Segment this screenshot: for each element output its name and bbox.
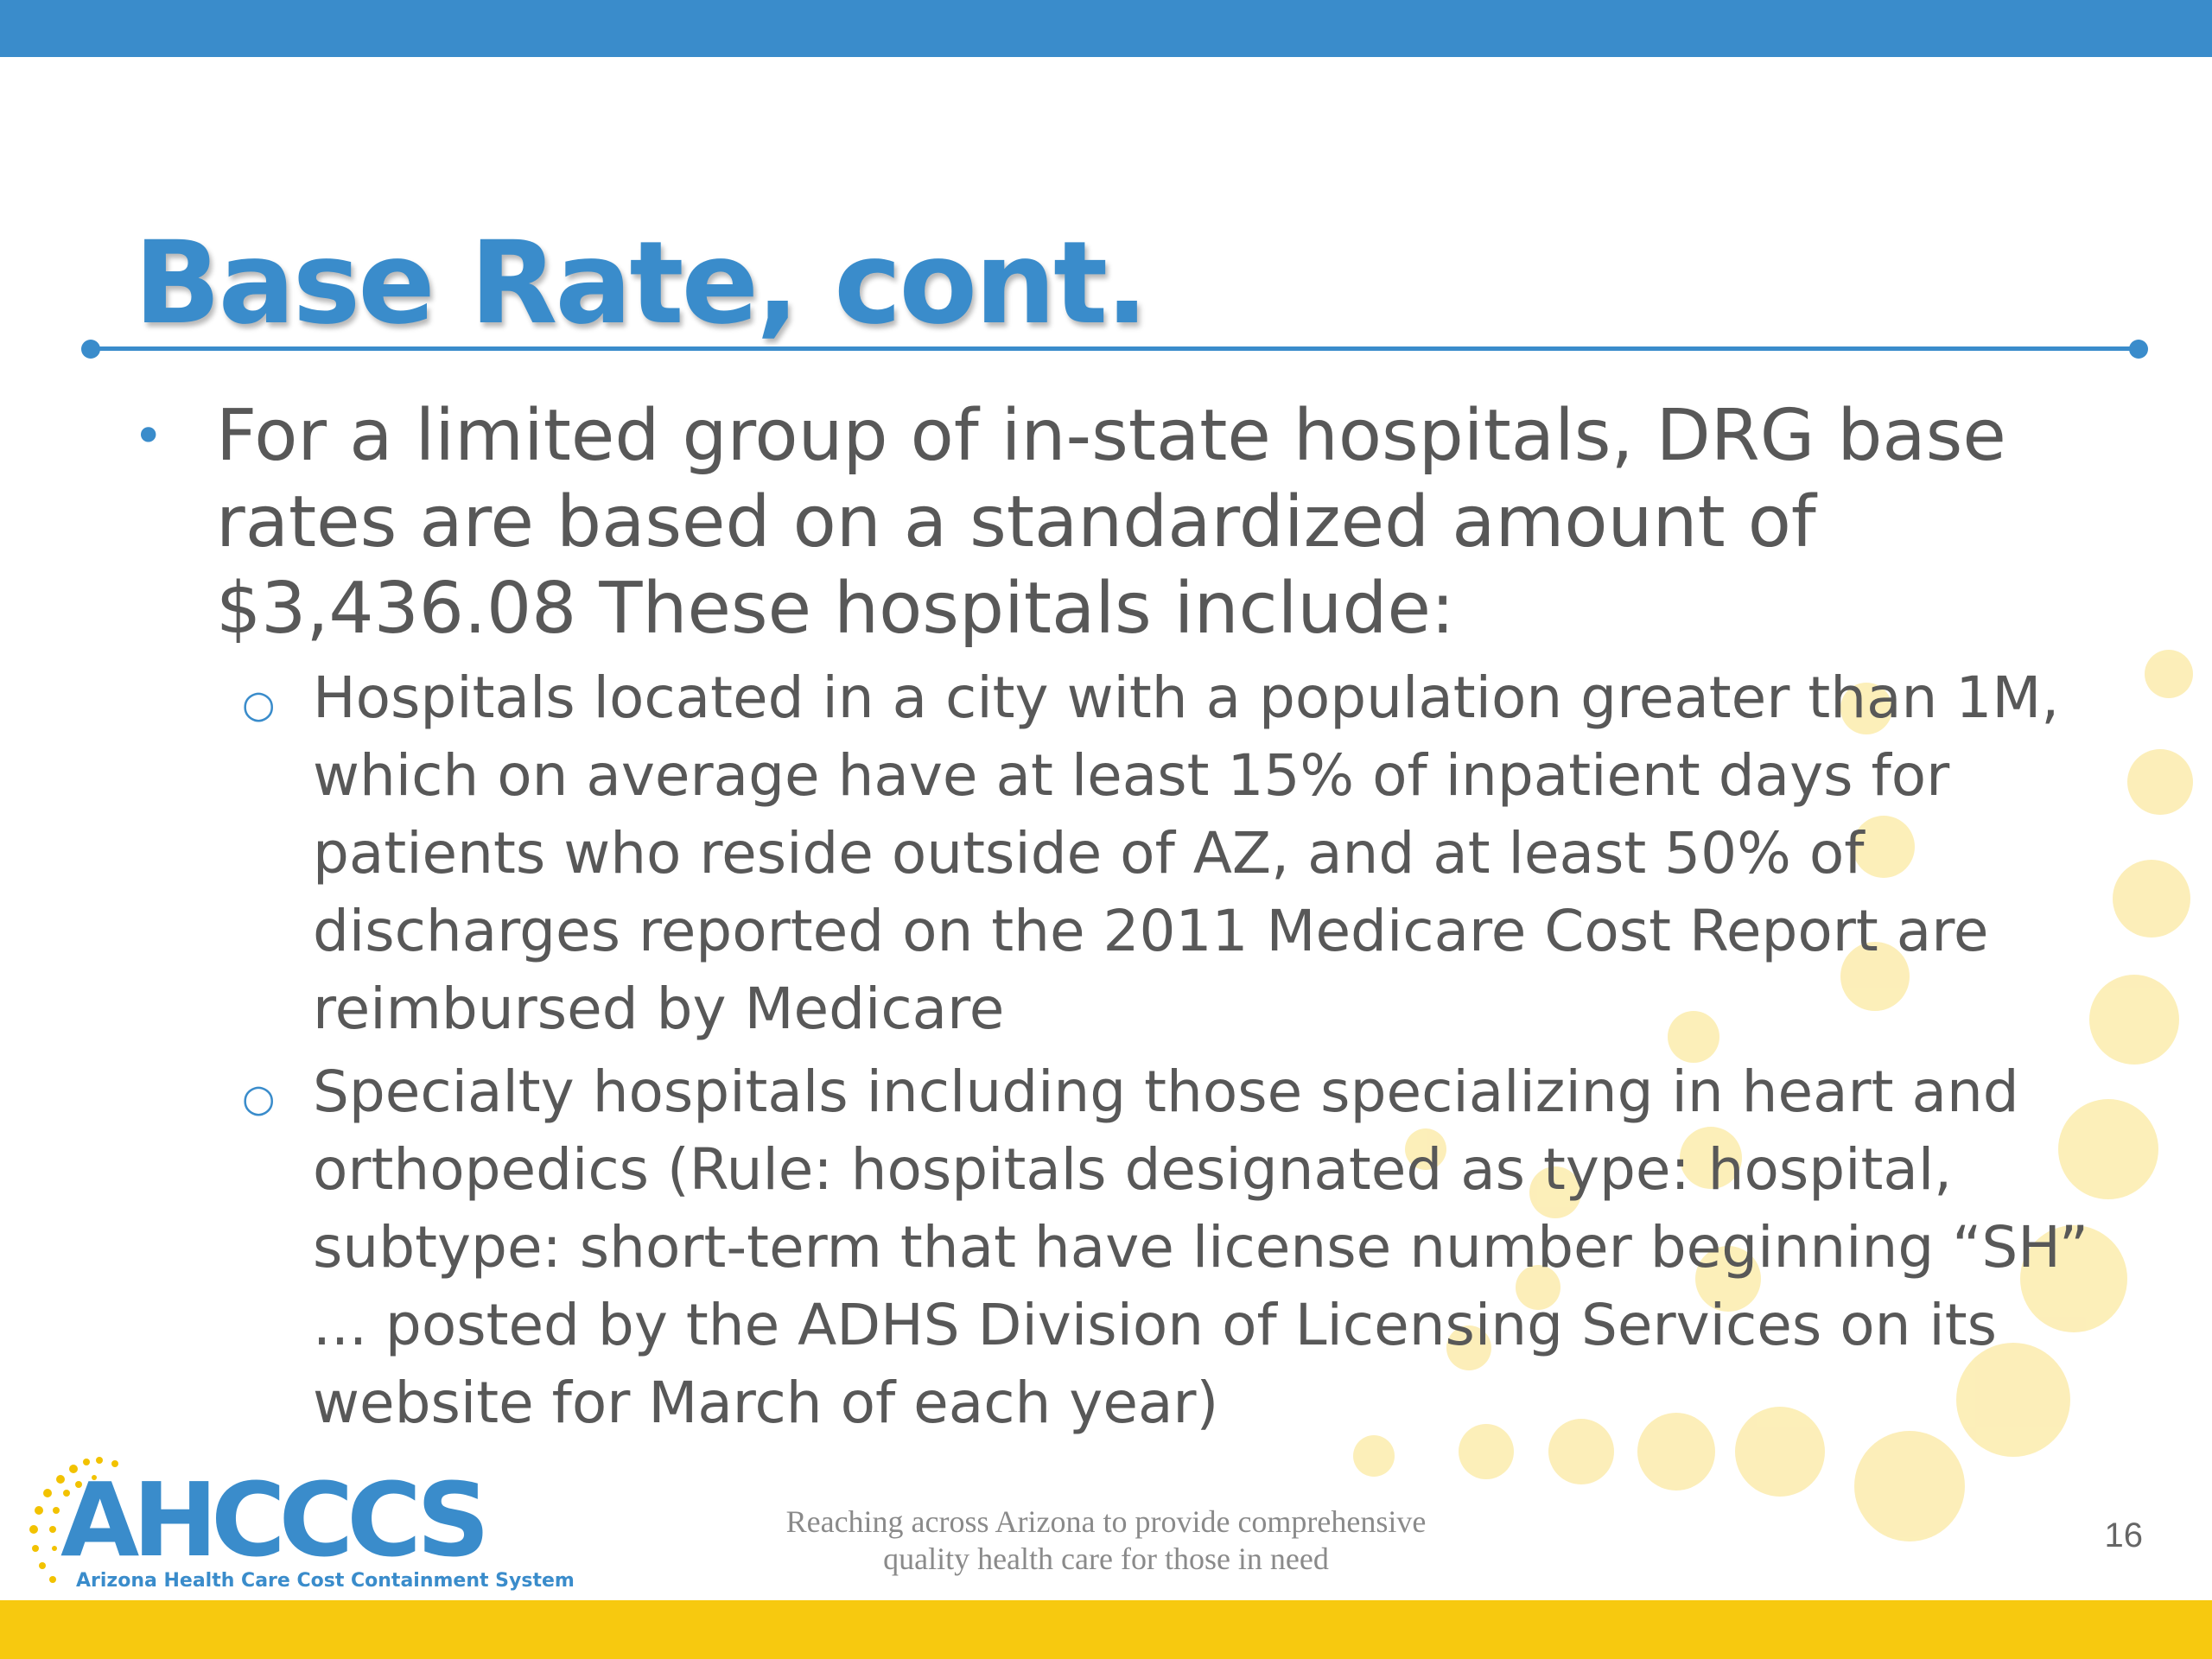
bullet-main-text: For a limited group of in-state hospital… [216,395,2006,650]
sub-bullet-2-text: Specialty hospitals including those spec… [313,1058,2089,1436]
logo-subtitle: Arizona Health Care Cost Containment Sys… [76,1570,575,1592]
tagline-line-1: Reaching across Arizona to provide compr… [785,1504,1427,1539]
sub-bullet-1-text: Hospitals located in a city with a popul… [313,664,2060,1042]
bottom-banner [0,1600,2212,1659]
bullet-dot-icon: • [133,406,164,467]
ahcccs-logo: AHCCCS [60,1460,490,1580]
circle-bullet-icon: ○ [242,683,276,727]
sub-bullet-1: ○ Hospitals located in a city with a pop… [130,659,2160,1048]
underline-right-dot [2129,340,2148,359]
sub-bullet-2: ○ Specialty hospitals including those sp… [130,1053,2160,1442]
slide-title: Base Rate, cont. [134,217,1148,350]
top-banner [0,0,2212,57]
title-underline [91,346,2139,351]
footer-tagline: Reaching across Arizona to provide compr… [709,1503,1503,1578]
page-number: 16 [2104,1516,2144,1554]
ahcccs-sun-icon [29,1457,118,1583]
underline-left-dot [81,340,100,359]
tagline-line-2: quality health care for those in need [883,1541,1329,1576]
bullet-main: • For a limited group of in-state hospit… [130,393,2160,652]
slide-body: • For a limited group of in-state hospit… [130,393,2160,1442]
circle-bullet-icon: ○ [242,1077,276,1121]
